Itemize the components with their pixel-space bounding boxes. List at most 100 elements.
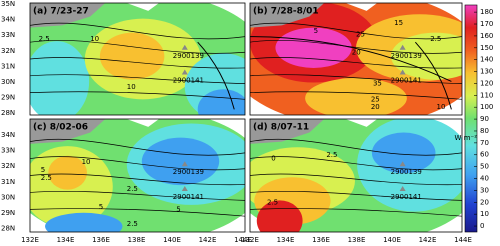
contour-label: 5: [314, 27, 318, 35]
map-panel: [30, 119, 245, 232]
contour: [30, 39, 245, 54]
float-id: 2900139: [173, 168, 204, 176]
land: [250, 119, 325, 144]
x-tick-label: 142E: [419, 236, 437, 244]
x-tick-label: 134E: [277, 236, 295, 244]
heat-flux-field: [256, 200, 303, 232]
colorbar-tick-label: 120: [480, 79, 493, 87]
float-id: 2900141: [391, 76, 422, 84]
heat-flux-field: [141, 137, 220, 186]
y-tick-label: 32N: [1, 47, 15, 55]
land: [345, 3, 378, 11]
contour: [250, 91, 462, 100]
contour-label: 0: [271, 155, 275, 163]
float-id: 2900141: [391, 193, 422, 201]
float-id: 2900139: [391, 52, 422, 60]
colorbar-tick-label: 70: [480, 139, 489, 147]
x-tick-label: 140E: [163, 236, 181, 244]
float-id: 2900141: [173, 193, 204, 201]
colorbar-tick-label: 100: [480, 103, 493, 111]
contour-label: 10: [82, 158, 91, 166]
y-tick-label: 31N: [1, 62, 15, 70]
panel-label: (a) 7/23-27: [33, 7, 89, 17]
float-marker: [181, 44, 188, 50]
land: [250, 3, 325, 28]
contour: [250, 190, 462, 201]
contour: [250, 173, 462, 186]
float-id: 2900139: [391, 168, 422, 176]
contour-label: 25: [356, 30, 365, 38]
contour: [30, 138, 245, 156]
y-tick-label: 30N: [1, 193, 15, 201]
y-tick-label: 33N: [1, 147, 15, 155]
contour-label: 2.5: [127, 185, 138, 193]
y-tick-label: 35N: [1, 0, 15, 8]
colorbar-tick-label: 90: [480, 115, 489, 123]
land: [30, 119, 106, 144]
colorbar-tick-label: 110: [480, 91, 493, 99]
contour-label: 2.5: [430, 35, 441, 43]
contour: [30, 91, 245, 100]
heat-flux-field: [45, 212, 123, 232]
contour: [250, 138, 462, 156]
y-tick-label: 34N: [1, 16, 15, 24]
map-panel: [250, 3, 462, 115]
contour: [250, 22, 462, 40]
colorbar-tick-label: 170: [480, 20, 493, 28]
y-tick-label: 28N: [1, 109, 15, 117]
y-tick-label: 32N: [1, 162, 15, 170]
colorbar-tick-label: 80: [480, 127, 489, 135]
contour-label: 15: [394, 19, 403, 27]
colorbar-tick-label: 30: [480, 186, 489, 194]
contour-label: 2.5: [41, 174, 52, 182]
map-panel: [30, 3, 245, 115]
heat-flux-field: [30, 41, 90, 115]
x-tick-label: 144E: [234, 236, 252, 244]
contour: [30, 22, 245, 40]
contour: [30, 173, 245, 186]
contour-label: 2.5: [39, 35, 50, 43]
colorbar-tick-label: 150: [480, 44, 493, 52]
contour: [250, 74, 462, 84]
heat-flux-field: [99, 32, 165, 80]
panel-frame: [249, 2, 463, 116]
float-marker: [181, 161, 188, 167]
x-tick-label: 144E: [454, 236, 472, 244]
x-tick-label: 138E: [128, 236, 146, 244]
panel-frame: [29, 2, 246, 116]
land: [30, 3, 106, 28]
float-marker: [399, 44, 406, 50]
x-tick-label: 132E: [241, 236, 259, 244]
land: [126, 3, 159, 11]
float-marker: [181, 69, 188, 75]
panel-frame: [29, 118, 246, 233]
contour-label: 5: [176, 205, 180, 213]
contour-label: 20: [352, 48, 361, 56]
contour: [250, 156, 462, 171]
typhoon-track: [250, 36, 452, 82]
y-tick-label: 31N: [1, 178, 15, 186]
contour-label: 25: [371, 95, 380, 103]
heat-flux-field: [371, 132, 436, 174]
contour: [250, 57, 462, 69]
x-tick-label: 142E: [199, 236, 217, 244]
float-marker: [399, 69, 406, 75]
contour: [30, 74, 245, 84]
typhoon-track: [197, 41, 235, 110]
contour: [30, 57, 245, 69]
heat-flux-field: [305, 78, 407, 115]
x-tick-label: 138E: [348, 236, 366, 244]
y-tick-label: 28N: [1, 225, 15, 233]
float-id: 2900141: [173, 76, 204, 84]
heat-flux-field: [48, 155, 87, 190]
contour-label: 10: [90, 35, 99, 43]
x-tick-label: 132E: [21, 236, 39, 244]
panel-label: (c) 8/02-06: [33, 123, 88, 133]
contour-label: 5: [41, 166, 45, 174]
colorbar-tick-label: 50: [480, 163, 489, 171]
colorbar-tick-label: 160: [480, 32, 493, 40]
colorbar-tick-label: 0: [480, 222, 484, 230]
contour-label: 20: [371, 103, 380, 111]
panel-label: (d) 8/07-11: [253, 123, 309, 133]
